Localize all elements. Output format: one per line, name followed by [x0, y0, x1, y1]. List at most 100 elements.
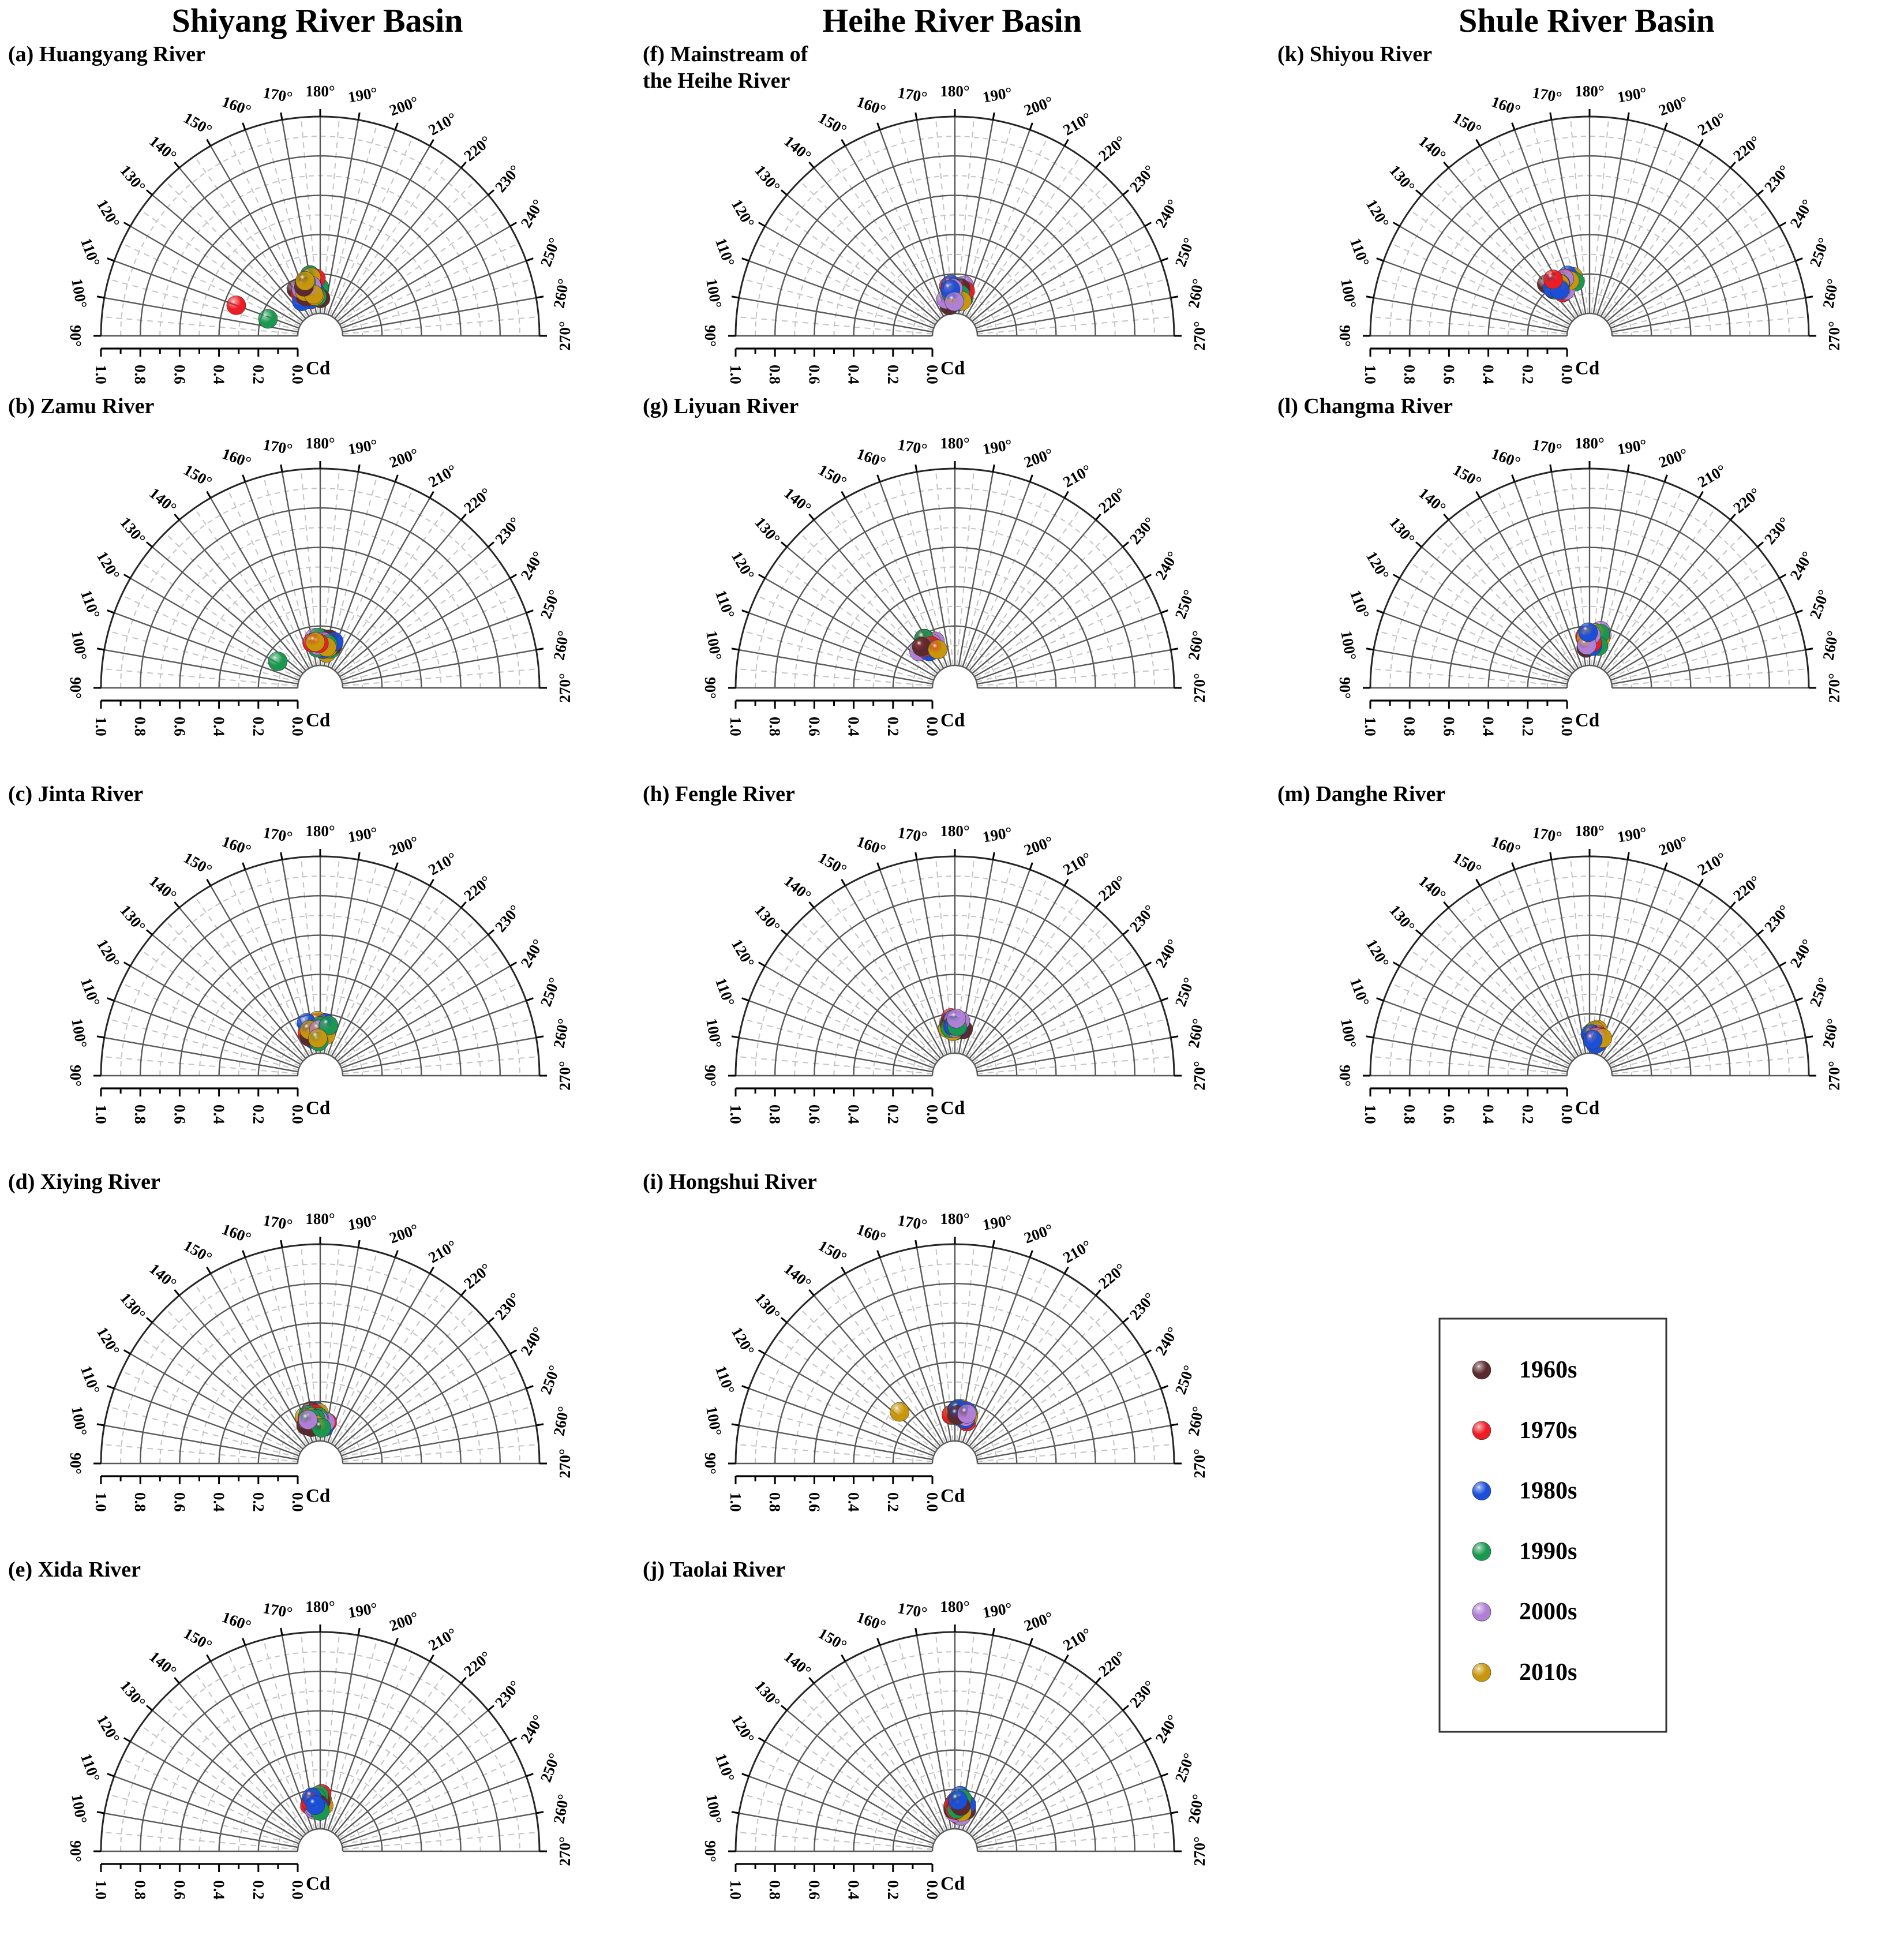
- svg-text:(f) Mainstream of: (f) Mainstream of: [643, 42, 809, 66]
- svg-text:180°: 180°: [305, 1210, 335, 1227]
- svg-text:0.4: 0.4: [1480, 365, 1497, 384]
- svg-text:0.0: 0.0: [924, 1492, 941, 1512]
- svg-text:(g) Liyuan River: (g) Liyuan River: [643, 394, 799, 418]
- svg-text:1.0: 1.0: [727, 1105, 744, 1124]
- svg-text:0.6: 0.6: [1440, 1105, 1457, 1124]
- svg-text:90°: 90°: [67, 1453, 84, 1474]
- svg-text:0.8: 0.8: [766, 365, 784, 384]
- svg-text:(m) Danghe River: (m) Danghe River: [1277, 782, 1445, 806]
- svg-text:180°: 180°: [940, 435, 969, 452]
- svg-text:270°: 270°: [1826, 1061, 1843, 1090]
- svg-text:0.2: 0.2: [884, 1105, 902, 1124]
- svg-text:Cd: Cd: [306, 710, 330, 731]
- svg-text:0.8: 0.8: [1401, 365, 1418, 384]
- svg-text:0.6: 0.6: [805, 1492, 823, 1512]
- svg-text:0.4: 0.4: [1480, 717, 1497, 736]
- svg-text:90°: 90°: [702, 1453, 719, 1474]
- svg-text:180°: 180°: [305, 435, 335, 452]
- svg-text:1.0: 1.0: [1362, 365, 1379, 384]
- svg-text:0.2: 0.2: [250, 365, 267, 384]
- svg-text:1.0: 1.0: [92, 1880, 110, 1900]
- svg-text:180°: 180°: [940, 1598, 969, 1615]
- svg-text:1.0: 1.0: [92, 717, 110, 736]
- svg-text:Cd: Cd: [940, 1873, 965, 1894]
- svg-text:0.0: 0.0: [289, 717, 306, 736]
- svg-text:0.8: 0.8: [766, 1492, 784, 1512]
- svg-text:0.2: 0.2: [250, 717, 267, 736]
- svg-text:0.2: 0.2: [250, 1492, 267, 1512]
- svg-text:(c) Jinta River: (c) Jinta River: [8, 782, 143, 806]
- svg-text:0.6: 0.6: [805, 1880, 823, 1900]
- svg-text:270°: 270°: [556, 1061, 574, 1090]
- svg-text:0.4: 0.4: [211, 365, 228, 384]
- svg-text:1.0: 1.0: [727, 365, 744, 384]
- svg-text:0.4: 0.4: [845, 1880, 863, 1900]
- svg-text:90°: 90°: [702, 325, 719, 347]
- svg-text:270°: 270°: [556, 1836, 574, 1866]
- svg-text:(b) Zamu River: (b) Zamu River: [8, 394, 154, 418]
- svg-text:90°: 90°: [67, 325, 84, 347]
- svg-text:Cd: Cd: [940, 710, 965, 731]
- svg-text:0.6: 0.6: [171, 1492, 188, 1512]
- svg-text:0.4: 0.4: [211, 1105, 228, 1124]
- svg-text:0.4: 0.4: [1480, 1105, 1497, 1124]
- svg-text:0.6: 0.6: [805, 365, 823, 384]
- svg-text:Cd: Cd: [1575, 1098, 1599, 1118]
- svg-text:1.0: 1.0: [727, 717, 744, 736]
- svg-text:1.0: 1.0: [727, 1880, 744, 1900]
- svg-text:0.4: 0.4: [845, 717, 863, 736]
- svg-text:0.4: 0.4: [211, 1492, 228, 1512]
- svg-text:90°: 90°: [1336, 325, 1354, 347]
- svg-text:0.0: 0.0: [289, 1492, 306, 1512]
- svg-text:0.6: 0.6: [171, 717, 188, 736]
- svg-text:0.0: 0.0: [924, 1880, 941, 1900]
- svg-text:90°: 90°: [67, 1840, 84, 1862]
- svg-text:0.2: 0.2: [1519, 365, 1536, 384]
- svg-text:0.6: 0.6: [171, 1880, 188, 1900]
- svg-text:0.2: 0.2: [884, 1492, 902, 1512]
- svg-text:0.6: 0.6: [1440, 365, 1457, 384]
- svg-text:1990s: 1990s: [1519, 1538, 1577, 1564]
- svg-text:180°: 180°: [940, 1210, 969, 1227]
- svg-text:0.0: 0.0: [1558, 1105, 1576, 1124]
- svg-text:1.0: 1.0: [1362, 1105, 1379, 1124]
- svg-text:0.0: 0.0: [289, 365, 306, 384]
- svg-text:0.4: 0.4: [845, 1105, 863, 1124]
- svg-text:0.8: 0.8: [132, 365, 149, 384]
- svg-text:0.6: 0.6: [171, 1105, 188, 1124]
- svg-text:0.2: 0.2: [250, 1105, 267, 1124]
- svg-text:2000s: 2000s: [1519, 1599, 1577, 1625]
- svg-text:90°: 90°: [1336, 677, 1354, 699]
- svg-text:(d) Xiying River: (d) Xiying River: [8, 1170, 160, 1194]
- svg-text:180°: 180°: [305, 822, 335, 840]
- svg-text:Cd: Cd: [940, 358, 965, 379]
- svg-text:0.4: 0.4: [211, 1880, 228, 1900]
- svg-text:0.2: 0.2: [884, 717, 902, 736]
- svg-text:0.2: 0.2: [1519, 717, 1536, 736]
- svg-text:(j) Taolai River: (j) Taolai River: [643, 1558, 785, 1582]
- svg-text:0.8: 0.8: [1401, 1105, 1418, 1124]
- svg-text:0.0: 0.0: [1558, 717, 1576, 736]
- svg-text:0.8: 0.8: [132, 1105, 149, 1124]
- svg-text:270°: 270°: [556, 1448, 574, 1478]
- svg-text:0.0: 0.0: [924, 717, 941, 736]
- svg-text:90°: 90°: [67, 1065, 84, 1087]
- svg-text:(h) Fengle River: (h) Fengle River: [643, 782, 795, 806]
- svg-text:0.4: 0.4: [211, 717, 228, 736]
- svg-text:90°: 90°: [702, 677, 719, 699]
- svg-text:270°: 270°: [1191, 321, 1208, 350]
- svg-text:1.0: 1.0: [727, 1492, 744, 1512]
- svg-text:0.0: 0.0: [289, 1105, 306, 1124]
- svg-text:0.4: 0.4: [845, 1492, 863, 1512]
- svg-text:270°: 270°: [1191, 1836, 1208, 1866]
- svg-text:1960s: 1960s: [1519, 1357, 1577, 1383]
- svg-text:1.0: 1.0: [1362, 717, 1379, 736]
- svg-text:270°: 270°: [556, 673, 574, 702]
- svg-text:Cd: Cd: [1575, 710, 1599, 731]
- svg-text:Cd: Cd: [306, 1873, 330, 1894]
- svg-text:0.8: 0.8: [766, 717, 784, 736]
- svg-text:the Heihe River: the Heihe River: [643, 69, 790, 93]
- svg-text:0.0: 0.0: [1558, 365, 1576, 384]
- svg-text:1.0: 1.0: [92, 1105, 110, 1124]
- svg-text:180°: 180°: [305, 83, 335, 100]
